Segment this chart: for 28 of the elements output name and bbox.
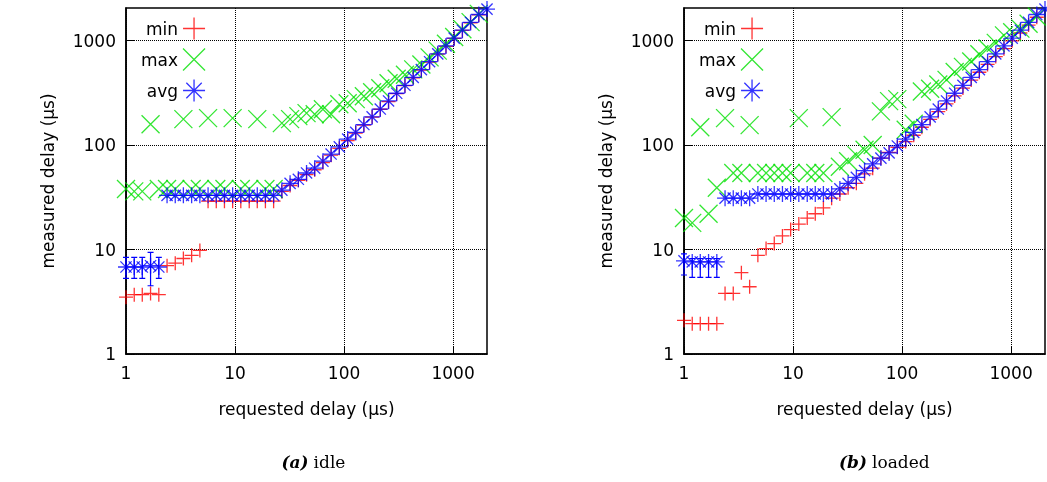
legend-label: avg xyxy=(146,80,179,101)
x-axis-title: requested delay (µs) xyxy=(776,398,953,419)
y-tick-label: 1000 xyxy=(630,30,674,51)
legend-label: min xyxy=(145,18,179,39)
y-tick-label: 1000 xyxy=(72,30,116,51)
x-tick-label: 100 xyxy=(327,362,361,383)
text: (b) loaded xyxy=(839,452,930,472)
y-tick-label: 1 xyxy=(105,344,116,364)
x-tick-label: 1 xyxy=(120,362,132,383)
x-tick-label: 10 xyxy=(224,362,246,383)
y-tick-label: 100 xyxy=(83,135,116,156)
x-tick-label: 10 xyxy=(782,362,804,383)
x-tick-label: 100 xyxy=(885,362,919,383)
legend-label: avg xyxy=(704,80,737,101)
y-tick-label: 100 xyxy=(641,135,674,156)
y-axis-title: measured delay (µs) xyxy=(595,93,616,269)
x-tick-label: 1 xyxy=(678,362,690,383)
y-tick-label: 10 xyxy=(94,239,116,260)
y-axis-title: measured delay (µs) xyxy=(37,93,58,269)
x-tick-label: 1000 xyxy=(431,362,475,383)
legend-label: max xyxy=(698,49,737,70)
x-axis-title: requested delay (µs) xyxy=(218,398,395,419)
x-tick-label: 1000 xyxy=(989,362,1033,383)
legend-label: max xyxy=(140,49,179,70)
text: (a) idle xyxy=(281,452,346,472)
y-tick-label: 10 xyxy=(652,239,674,260)
legend-label: min xyxy=(703,18,737,39)
y-tick-label: 1 xyxy=(663,344,674,364)
